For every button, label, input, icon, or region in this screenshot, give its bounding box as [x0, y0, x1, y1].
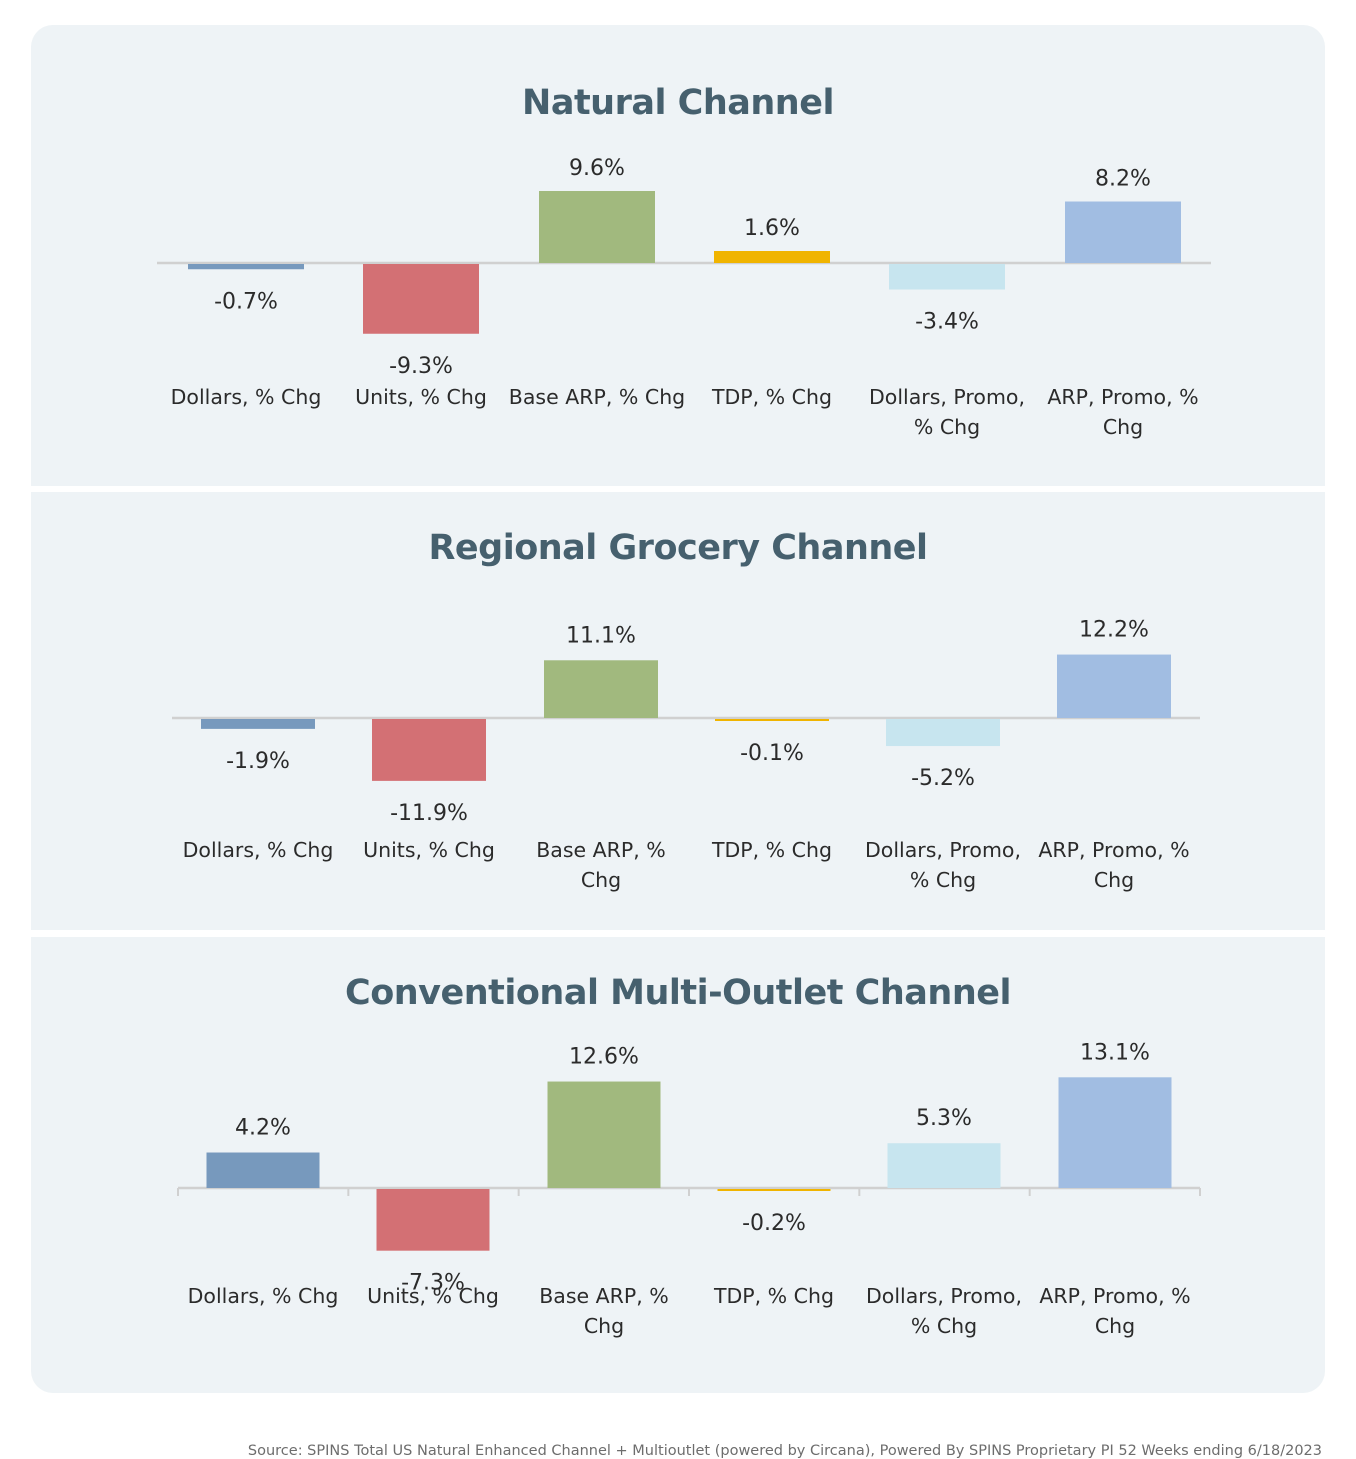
category-label: Base ARP, %: [536, 838, 666, 862]
bar-chart-regional-grocery: -1.9% Dollars, % Chg -11.9% Units, % Chg 11.…: [172, 618, 1200, 892]
category-label: % Chg: [910, 868, 976, 892]
data-label: -5.2%: [911, 766, 975, 791]
category-label: Dollars, % Chg: [183, 838, 334, 862]
category-label: % Chg: [914, 415, 980, 439]
category-label: Chg: [581, 868, 621, 892]
bar-3: [714, 251, 830, 263]
chart-panel-natural: Natural Channel -0.7% Dollars, % Chg -9.3%…: [31, 25, 1325, 486]
category-label: Chg: [1103, 415, 1143, 439]
category-label: Chg: [584, 1314, 624, 1338]
data-label: -3.4%: [915, 310, 979, 335]
chart-title: Regional Grocery Channel: [428, 528, 928, 568]
bar-1: [363, 264, 479, 334]
data-label: -0.1%: [740, 741, 804, 766]
category-label: Dollars, % Chg: [188, 1284, 339, 1308]
bar-5: [1065, 201, 1181, 263]
bar-1: [372, 719, 486, 781]
data-label: -11.9%: [390, 801, 468, 826]
bar-2: [544, 660, 658, 718]
chart-title: Conventional Multi-Outlet Channel: [345, 973, 1011, 1013]
bar-5: [1058, 1077, 1172, 1188]
category-label: Units, % Chg: [367, 1284, 499, 1308]
category-label: Dollars, Promo,: [869, 385, 1025, 409]
data-label: 13.1%: [1080, 1040, 1150, 1065]
data-label: 4.2%: [235, 1116, 291, 1141]
category-label: Base ARP, % Chg: [509, 385, 685, 409]
category-label: TDP, % Chg: [711, 385, 832, 409]
category-label: Chg: [1095, 1314, 1135, 1338]
data-label: 8.2%: [1095, 167, 1151, 192]
category-label: Dollars, Promo,: [865, 838, 1021, 862]
source-footnote: Source: SPINS Total US Natural Enhanced …: [247, 1443, 1322, 1459]
category-label: TDP, % Chg: [713, 1284, 834, 1308]
data-label: -1.9%: [226, 749, 290, 774]
data-label: 12.6%: [569, 1045, 639, 1070]
category-label: ARP, Promo, %: [1039, 1284, 1190, 1308]
bar-5: [1057, 654, 1171, 718]
data-label: 5.3%: [916, 1106, 972, 1131]
chart-title: Natural Channel: [522, 83, 834, 123]
chart-panel-regional-grocery: Regional Grocery Channel -1.9% Dollars, %…: [31, 492, 1325, 930]
data-label: -0.7%: [214, 289, 278, 314]
category-label: % Chg: [911, 1314, 977, 1338]
bar-4: [889, 264, 1005, 290]
category-label: ARP, Promo, %: [1038, 838, 1189, 862]
bar-chart-natural: -0.7% Dollars, % Chg -9.3% Units, % Chg 9.6%…: [157, 156, 1211, 439]
bar-chart-conventional-multi-outlet: 4.2% Dollars, % Chg -7.3%Units, % Chg 12.6%…: [177, 1040, 1201, 1338]
bar-1: [376, 1189, 490, 1251]
bar-0: [206, 1152, 320, 1188]
bar-0: [201, 719, 315, 729]
data-label: -7.3%: [401, 1271, 465, 1296]
category-label: Dollars, Promo,: [866, 1284, 1022, 1308]
bar-2: [539, 191, 655, 263]
category-label: Units, % Chg: [363, 838, 495, 862]
category-label: ARP, Promo, %: [1047, 385, 1198, 409]
data-label: 11.1%: [566, 623, 636, 648]
data-label: -9.3%: [389, 354, 453, 379]
bar-3: [715, 719, 829, 721]
bar-2: [547, 1081, 661, 1188]
chart-panel-conventional-multi-outlet: Conventional Multi-Outlet Channel 4.2% Do…: [31, 937, 1325, 1393]
category-label: Units, % Chg: [355, 385, 487, 409]
bar-4: [887, 1143, 1001, 1188]
category-label: Dollars, % Chg: [171, 385, 322, 409]
data-label: 12.2%: [1079, 618, 1149, 643]
category-label: Chg: [1094, 868, 1134, 892]
category-label: TDP, % Chg: [711, 838, 832, 862]
bar-0: [188, 264, 304, 270]
data-label: 1.6%: [744, 216, 800, 241]
category-label: Base ARP, %: [539, 1284, 669, 1308]
bar-3: [717, 1189, 831, 1191]
data-label: 9.6%: [569, 156, 625, 181]
data-label: -0.2%: [742, 1211, 806, 1236]
bar-4: [886, 719, 1000, 747]
